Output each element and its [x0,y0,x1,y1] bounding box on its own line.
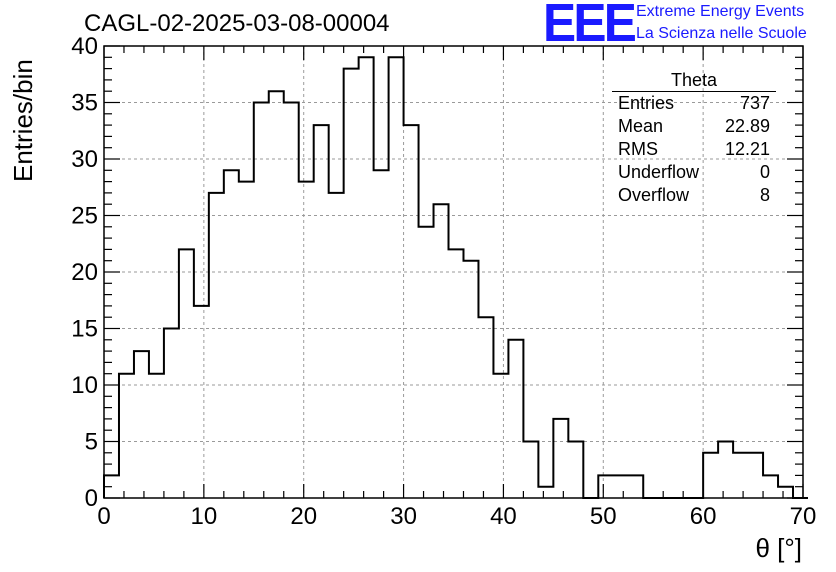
histogram-bin [149,374,164,498]
histogram-bin [763,475,778,498]
logo-caption-line1: Extreme Energy Events [636,3,805,20]
histogram-bin [299,182,314,498]
histogram-bin [224,170,239,498]
histogram-bin [389,57,404,498]
stats-label: Entries [618,93,675,113]
histogram-bin [553,419,568,498]
histogram-bin [508,340,523,498]
histogram-bin [748,453,763,498]
histogram-title: CAGL-02-2025-03-08-00004 [84,10,390,37]
stats-value: 0 [759,162,770,182]
y-tick-label: 0 [85,485,98,512]
histogram-bin [359,57,374,498]
histogram-bin [419,227,434,498]
histogram-bin [254,103,269,499]
histogram-bin [778,487,793,498]
stats-row-rms: RMS 12.21 [612,138,776,161]
histogram-bin [449,249,464,498]
histogram-bin [493,374,508,498]
histogram-bin [179,249,194,498]
x-tick-label: 30 [390,503,417,530]
histogram-bin [209,193,224,498]
stats-row-mean: Mean 22.89 [612,115,776,138]
stats-value: 12.21 [724,139,770,159]
histogram-bin [239,182,254,498]
eee-logo: EEE [543,0,637,53]
stats-row-underflow: Underflow 0 [612,161,776,184]
histogram-bin [538,487,553,498]
histogram-bin [718,442,733,499]
histogram-bin [523,442,538,499]
histogram-bin [404,125,419,498]
histogram-bin [703,453,718,498]
stats-label: Mean [618,116,664,136]
x-tick-label: 60 [690,503,717,530]
histogram-bin [613,475,628,498]
y-tick-label: 15 [71,316,98,343]
histogram-bin [119,374,134,498]
y-tick-label: 20 [71,259,98,286]
histogram-bin [344,69,359,498]
histogram-bin [733,453,748,498]
histogram-bin [628,475,643,498]
y-tick-label: 30 [71,146,98,173]
stats-label: Underflow [618,162,700,182]
y-axis-label: Entries/bin [8,59,38,182]
y-tick-label: 40 [71,33,98,60]
x-axis-label: θ [°] [755,533,802,563]
histogram-bin [284,103,299,499]
stats-row-entries: Entries 737 [612,92,776,115]
logo-caption-line2: La Scienza nelle Scuole [636,25,807,42]
x-tick-label: 20 [290,503,317,530]
histogram-bin [269,91,284,498]
histogram-bin [314,125,329,498]
stats-value: 22.89 [724,116,770,136]
histogram-bin [598,475,613,498]
histogram-bin [134,351,149,498]
histogram-bin [568,442,583,499]
x-tick-label: 70 [790,503,817,530]
histogram-bin [463,261,478,498]
stats-value: 8 [759,185,770,205]
y-tick-label: 25 [71,203,98,230]
y-tick-label: 10 [71,372,98,399]
histogram-bin [434,204,449,498]
histogram-bin [164,329,179,499]
y-tick-label: 5 [85,429,98,456]
x-tick-label: 50 [590,503,617,530]
histogram-bin [194,306,209,498]
stats-label: Overflow [618,185,690,205]
x-tick-label: 10 [191,503,218,530]
x-tick-label: 40 [490,503,517,530]
histogram-bin [478,317,493,498]
y-tick-label: 35 [71,90,98,117]
histogram-bin [374,170,389,498]
stats-label: RMS [618,139,658,159]
x-tick-label: 0 [97,503,110,530]
stats-box: Theta Entries 737 Mean 22.89 RMS 12.21 U… [612,70,776,207]
stats-value: 737 [739,93,770,113]
stats-row-overflow: Overflow 8 [612,184,776,207]
stats-title: Theta [612,70,776,92]
histogram-bin [329,193,344,498]
